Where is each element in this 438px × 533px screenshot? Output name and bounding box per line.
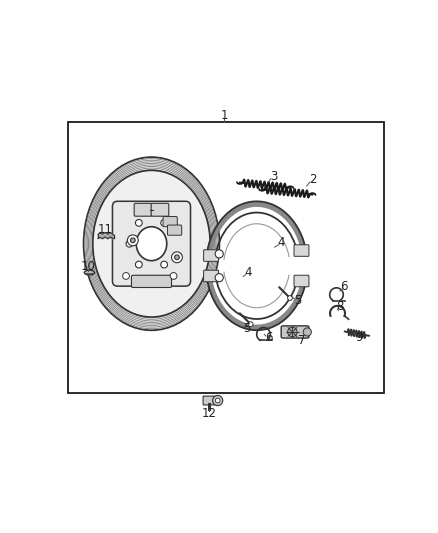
Circle shape xyxy=(288,327,297,337)
Circle shape xyxy=(135,220,142,226)
Ellipse shape xyxy=(136,227,167,261)
Circle shape xyxy=(131,238,135,243)
Text: 5: 5 xyxy=(243,322,250,335)
Circle shape xyxy=(123,272,129,279)
Text: 7: 7 xyxy=(298,334,306,347)
Text: 2: 2 xyxy=(309,173,317,187)
FancyBboxPatch shape xyxy=(134,203,152,216)
Text: 3: 3 xyxy=(270,170,277,183)
Ellipse shape xyxy=(93,171,210,317)
Circle shape xyxy=(161,261,168,268)
FancyBboxPatch shape xyxy=(131,275,172,287)
FancyBboxPatch shape xyxy=(281,326,309,338)
Text: 10: 10 xyxy=(81,260,95,273)
Text: 4: 4 xyxy=(278,236,285,249)
Text: 4: 4 xyxy=(244,266,252,279)
FancyBboxPatch shape xyxy=(204,270,219,282)
FancyBboxPatch shape xyxy=(163,216,177,227)
Circle shape xyxy=(215,273,223,282)
Text: 6: 6 xyxy=(341,280,348,293)
Text: 9: 9 xyxy=(355,331,362,344)
Circle shape xyxy=(248,322,253,327)
Circle shape xyxy=(172,252,182,263)
Text: 1: 1 xyxy=(221,109,228,122)
Text: 8: 8 xyxy=(336,300,343,313)
FancyBboxPatch shape xyxy=(113,201,191,286)
FancyBboxPatch shape xyxy=(294,245,309,256)
FancyBboxPatch shape xyxy=(294,275,309,287)
Text: 11: 11 xyxy=(98,223,113,236)
Text: 12: 12 xyxy=(202,407,217,420)
FancyBboxPatch shape xyxy=(204,250,219,261)
Ellipse shape xyxy=(84,270,95,275)
Circle shape xyxy=(170,272,177,279)
FancyBboxPatch shape xyxy=(151,203,169,216)
FancyBboxPatch shape xyxy=(203,396,215,405)
Text: 6: 6 xyxy=(265,331,272,344)
Circle shape xyxy=(127,235,138,246)
Circle shape xyxy=(288,296,292,301)
Circle shape xyxy=(212,395,223,406)
Circle shape xyxy=(303,328,311,336)
FancyBboxPatch shape xyxy=(167,225,182,235)
Text: 5: 5 xyxy=(294,294,301,307)
Circle shape xyxy=(135,261,142,268)
Circle shape xyxy=(126,240,133,247)
Circle shape xyxy=(175,255,179,260)
Bar xyxy=(68,122,384,393)
Circle shape xyxy=(161,220,168,226)
Circle shape xyxy=(215,250,223,258)
Circle shape xyxy=(215,398,220,403)
